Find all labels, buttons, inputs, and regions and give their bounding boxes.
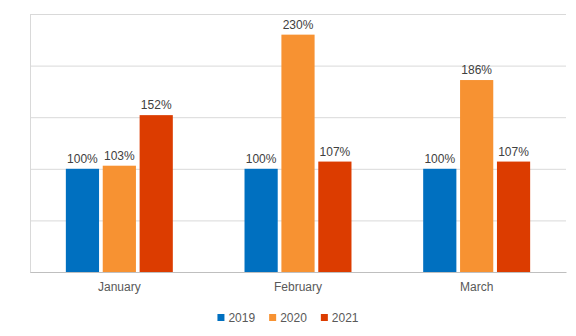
bar [103,166,136,272]
data-label: 100% [67,152,98,166]
x-tick-label: March [460,280,493,294]
data-label: 100% [424,152,455,166]
data-label: 152% [141,98,172,112]
x-tick-label: February [274,280,322,294]
legend-item: 2019 [217,311,255,325]
chart: January February March 100% 100% 100% 103% 230%… [0,0,576,336]
bar [497,162,530,272]
bar [66,169,99,272]
y-tick [30,272,566,273]
plot-area [66,35,530,272]
y-axis [30,15,566,273]
legend-swatch [269,314,276,321]
data-label: 107% [498,145,529,159]
legend: 2019 2020 2021 [217,311,358,325]
legend-item: 2021 [321,311,359,325]
data-label: 186% [461,63,492,77]
legend-swatch [321,314,328,321]
bar [460,80,493,272]
legend-label: 2020 [280,311,307,325]
bar [245,169,278,272]
bar [423,169,456,272]
bar [318,162,351,272]
x-tick: March [460,272,493,294]
x-tick: February [274,272,322,294]
x-axis: January February March [31,272,567,294]
data-label: 107% [320,145,351,159]
data-label: 100% [246,152,277,166]
data-label: 230% [283,18,314,32]
bar [140,115,173,272]
x-tick-label: January [98,280,141,294]
y-tick [30,14,566,15]
x-tick: January [98,272,141,294]
grid-line [30,14,566,15]
data-label: 103% [104,149,135,163]
legend-label: 2021 [332,311,359,325]
bar [281,35,314,272]
bar-series [103,35,494,272]
data-labels: 100% 100% 100% 103% 230% 186% 152% 107% 107% [67,18,529,166]
legend-item: 2020 [269,311,307,325]
x-axis-line [31,272,567,273]
y-axis-line [31,15,567,273]
legend-swatch [217,314,224,321]
grid-line [30,272,566,273]
bar-series [140,115,531,272]
legend-label: 2019 [228,311,255,325]
